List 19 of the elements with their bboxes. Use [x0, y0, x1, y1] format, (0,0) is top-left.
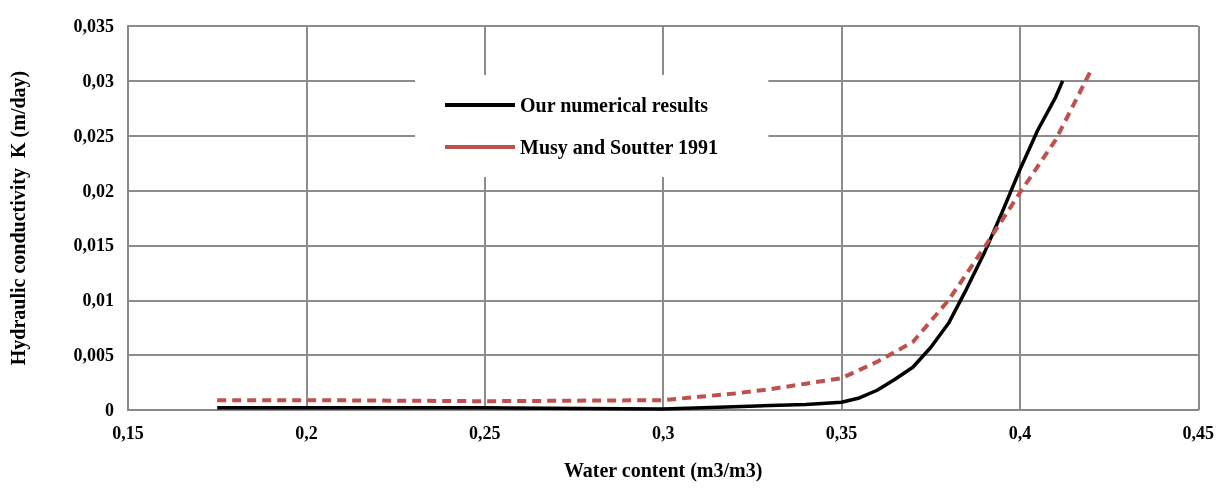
y-tick-label: 0 [105, 400, 114, 420]
x-tick-label: 0,3 [651, 423, 675, 443]
x-axis-title: Water content (m3/m3) [563, 459, 763, 482]
y-tick-label: 0,01 [82, 290, 114, 311]
y-axis-title: Hydraulic conductivity K (m/day) [7, 70, 30, 366]
x-tick-label: 0,15 [112, 423, 144, 443]
y-tick-label: 0,03 [82, 70, 114, 91]
y-tick-label: 0,02 [82, 180, 114, 201]
x-tick-label: 0,45 [1182, 423, 1214, 443]
y-tick-label: 0,025 [73, 125, 114, 146]
y-tick-label: 0,005 [73, 345, 114, 366]
x-tick-label: 0,25 [469, 423, 501, 443]
x-tick-label: 0,4 [1008, 423, 1032, 443]
y-tick-label: 0,015 [73, 235, 114, 256]
y-tick-label: 0,035 [73, 16, 114, 36]
legend-label: Musy and Soutter 1991 [520, 136, 718, 159]
x-tick-label: 0,2 [295, 423, 318, 443]
x-tick-label: 0,35 [825, 423, 858, 443]
legend-label: Our numerical results [520, 94, 709, 116]
